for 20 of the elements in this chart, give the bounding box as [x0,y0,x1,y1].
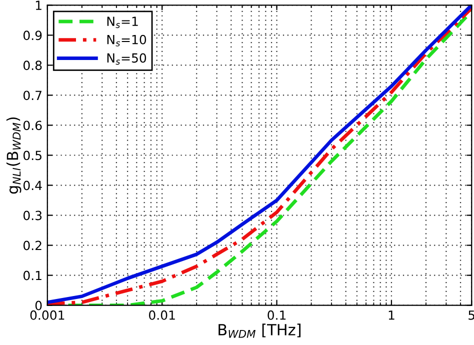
y-tick-label: 0 [35,300,42,310]
y-tick-label: 0.8 [23,60,42,70]
y-axis-title: g$_{NLI}$(B$_{WDM}$) [6,117,22,194]
legend-label: N$_{s}$=10 [107,34,146,46]
y-tick-label: 0.5 [23,150,42,160]
y-tick-label: 0.4 [23,180,42,190]
x-tick-label: 1 [388,310,394,320]
x-tick-label: 0.01 [148,310,175,320]
y-tick-label: 0.1 [23,270,42,280]
y-tick-label: 0.3 [23,210,42,220]
x-tick-label: 0.001 [30,310,64,320]
legend-label: N$_{s}$=50 [107,53,146,65]
x-axis-title: B$_{WDM}$ [THz] [218,324,301,338]
x-tick-label: 0.1 [268,310,286,320]
legend-label: N$_{s}$=1 [107,16,138,28]
y-tick-label: 1 [36,0,42,10]
y-tick-label: 0.9 [23,30,42,40]
y-tick-label: 0.7 [23,90,42,100]
y-tick-label: 0.2 [23,240,42,250]
y-tick-label: 0.6 [23,120,42,130]
